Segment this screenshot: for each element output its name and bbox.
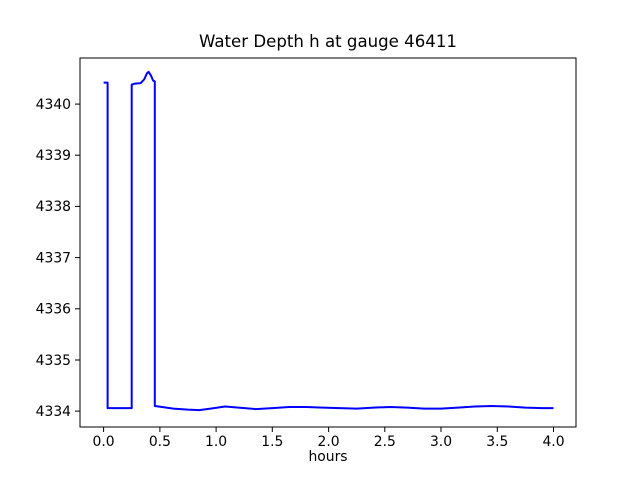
- y-tick-label: 4335: [36, 353, 71, 369]
- y-tick-label: 4338: [36, 199, 71, 215]
- x-tick-label: 1.5: [261, 434, 283, 450]
- x-tick-label: 0.5: [149, 434, 171, 450]
- x-tick-label: 2.0: [318, 434, 340, 450]
- y-tick-label: 4339: [36, 148, 71, 164]
- x-tick-label: 0.0: [93, 434, 115, 450]
- x-tick-label: 1.0: [205, 434, 227, 450]
- y-tick-label: 4334: [36, 404, 72, 420]
- plot-area: [79, 57, 577, 428]
- x-tick-label: 2.5: [374, 434, 396, 450]
- y-axis-ticks: 4334 4335 4336 4337 4338 4339 4340: [36, 97, 80, 420]
- x-axis-label: hours: [308, 449, 347, 465]
- x-axis-ticks: 0.0 0.5 1.0 1.5 2.0 2.5 3.0 3.5 4.0: [93, 427, 565, 450]
- y-tick-label: 4337: [36, 250, 71, 266]
- water-depth-line: [103, 70, 554, 412]
- x-tick-label: 3.0: [430, 434, 452, 450]
- y-tick-label: 4340: [36, 97, 71, 113]
- x-tick-label: 3.5: [486, 434, 508, 450]
- x-tick-label: 4.0: [542, 434, 564, 450]
- chart-title: Water Depth h at gauge 46411: [199, 32, 457, 51]
- y-tick-label: 4336: [36, 302, 71, 318]
